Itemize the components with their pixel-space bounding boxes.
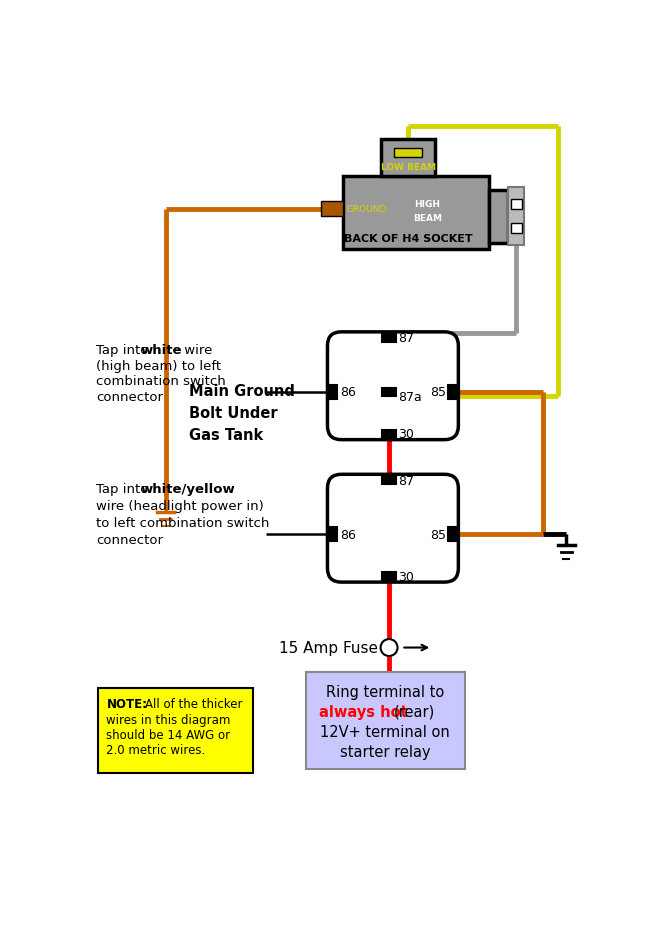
Text: (high beam) to left: (high beam) to left bbox=[97, 360, 222, 372]
Text: 30: 30 bbox=[398, 428, 414, 441]
Text: 86: 86 bbox=[340, 529, 356, 541]
Text: always hot: always hot bbox=[319, 704, 408, 719]
Bar bbox=[508, 188, 524, 246]
Bar bbox=[329, 385, 338, 399]
Text: HIGH: HIGH bbox=[414, 199, 441, 209]
Bar bbox=[511, 200, 521, 211]
Text: Tap into: Tap into bbox=[97, 482, 153, 496]
Text: 85: 85 bbox=[430, 386, 446, 399]
Text: white: white bbox=[141, 344, 182, 357]
Bar bbox=[382, 334, 396, 343]
Text: NOTE:: NOTE: bbox=[107, 698, 147, 711]
Bar bbox=[321, 202, 343, 217]
Bar bbox=[511, 224, 521, 233]
Bar bbox=[382, 572, 396, 581]
Text: wires in this diagram: wires in this diagram bbox=[107, 713, 231, 726]
Bar bbox=[382, 388, 396, 396]
Bar bbox=[343, 177, 489, 250]
Text: (rear): (rear) bbox=[394, 704, 435, 719]
Text: 15 Amp Fuse: 15 Amp Fuse bbox=[278, 640, 378, 655]
Text: GROUND: GROUND bbox=[347, 205, 387, 214]
Text: starter relay: starter relay bbox=[340, 744, 430, 759]
Text: Ring terminal to: Ring terminal to bbox=[326, 684, 444, 700]
Circle shape bbox=[380, 639, 398, 656]
Text: Tap into: Tap into bbox=[97, 344, 153, 357]
Text: should be 14 AWG or: should be 14 AWG or bbox=[107, 728, 230, 741]
Text: 30: 30 bbox=[398, 570, 414, 583]
Text: connector: connector bbox=[97, 533, 163, 547]
Text: wire (headlight power in): wire (headlight power in) bbox=[97, 499, 264, 513]
FancyBboxPatch shape bbox=[328, 332, 458, 440]
Bar bbox=[394, 149, 422, 159]
Text: 87: 87 bbox=[398, 474, 414, 487]
Text: Main Ground
Bolt Under
Gas Tank: Main Ground Bolt Under Gas Tank bbox=[189, 383, 295, 443]
Text: LOW BEAM: LOW BEAM bbox=[381, 163, 436, 172]
FancyBboxPatch shape bbox=[98, 688, 253, 773]
Bar bbox=[448, 528, 457, 542]
Bar bbox=[382, 430, 396, 439]
Text: BACK OF H4 SOCKET: BACK OF H4 SOCKET bbox=[344, 234, 473, 244]
Text: connector: connector bbox=[97, 390, 163, 403]
Text: 2.0 metric wires.: 2.0 metric wires. bbox=[107, 744, 206, 757]
Text: BEAM: BEAM bbox=[413, 214, 442, 223]
Text: white/yellow: white/yellow bbox=[141, 482, 235, 496]
Bar bbox=[329, 528, 338, 542]
FancyBboxPatch shape bbox=[306, 672, 464, 769]
Text: 87: 87 bbox=[398, 331, 414, 345]
Text: All of the thicker: All of the thicker bbox=[145, 698, 242, 711]
Bar bbox=[489, 191, 508, 244]
Text: 12V+ terminal on: 12V+ terminal on bbox=[320, 724, 450, 739]
Text: 86: 86 bbox=[340, 386, 356, 399]
Bar bbox=[448, 385, 457, 399]
Text: combination switch: combination switch bbox=[97, 375, 226, 388]
Text: wire: wire bbox=[180, 344, 212, 357]
FancyBboxPatch shape bbox=[328, 475, 458, 582]
Bar bbox=[382, 140, 436, 177]
Text: 87a: 87a bbox=[398, 390, 422, 403]
Bar bbox=[382, 477, 396, 485]
Text: 85: 85 bbox=[430, 529, 446, 541]
Text: to left combination switch: to left combination switch bbox=[97, 516, 270, 530]
